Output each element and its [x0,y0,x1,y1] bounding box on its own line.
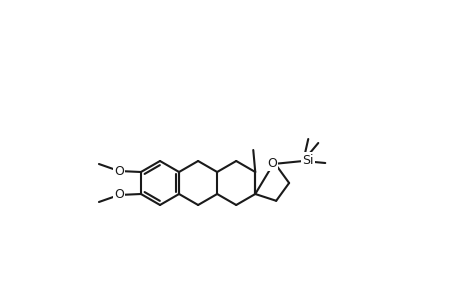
Text: O: O [114,164,123,178]
Text: O: O [114,188,123,202]
Text: O: O [267,157,277,169]
Text: Si: Si [302,154,313,166]
